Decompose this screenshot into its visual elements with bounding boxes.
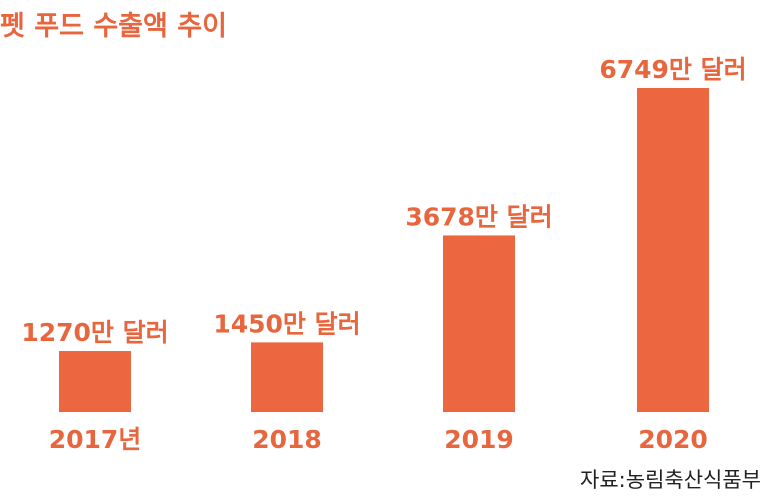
bar-2018	[251, 342, 323, 412]
bar-2020	[637, 88, 709, 412]
bar-2017년	[59, 351, 131, 412]
value-label: 1270만 달러	[21, 318, 168, 347]
value-label: 6749만 달러	[599, 55, 746, 84]
category-label: 2020	[638, 425, 708, 454]
category-label: 2018	[252, 425, 322, 454]
category-label: 2017년	[49, 425, 142, 454]
bar-2019	[443, 235, 515, 412]
value-label: 1450만 달러	[213, 309, 360, 338]
source-note: 자료:농림축산식품부	[580, 468, 761, 492]
category-label: 2019	[444, 425, 514, 454]
chart-title: 펫 푸드 수출액 추이	[0, 11, 227, 42]
value-label: 3678만 달러	[405, 202, 552, 231]
